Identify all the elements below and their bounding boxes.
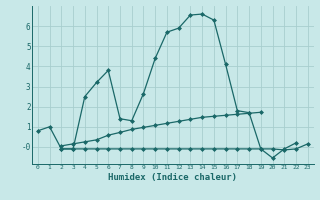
X-axis label: Humidex (Indice chaleur): Humidex (Indice chaleur) <box>108 173 237 182</box>
